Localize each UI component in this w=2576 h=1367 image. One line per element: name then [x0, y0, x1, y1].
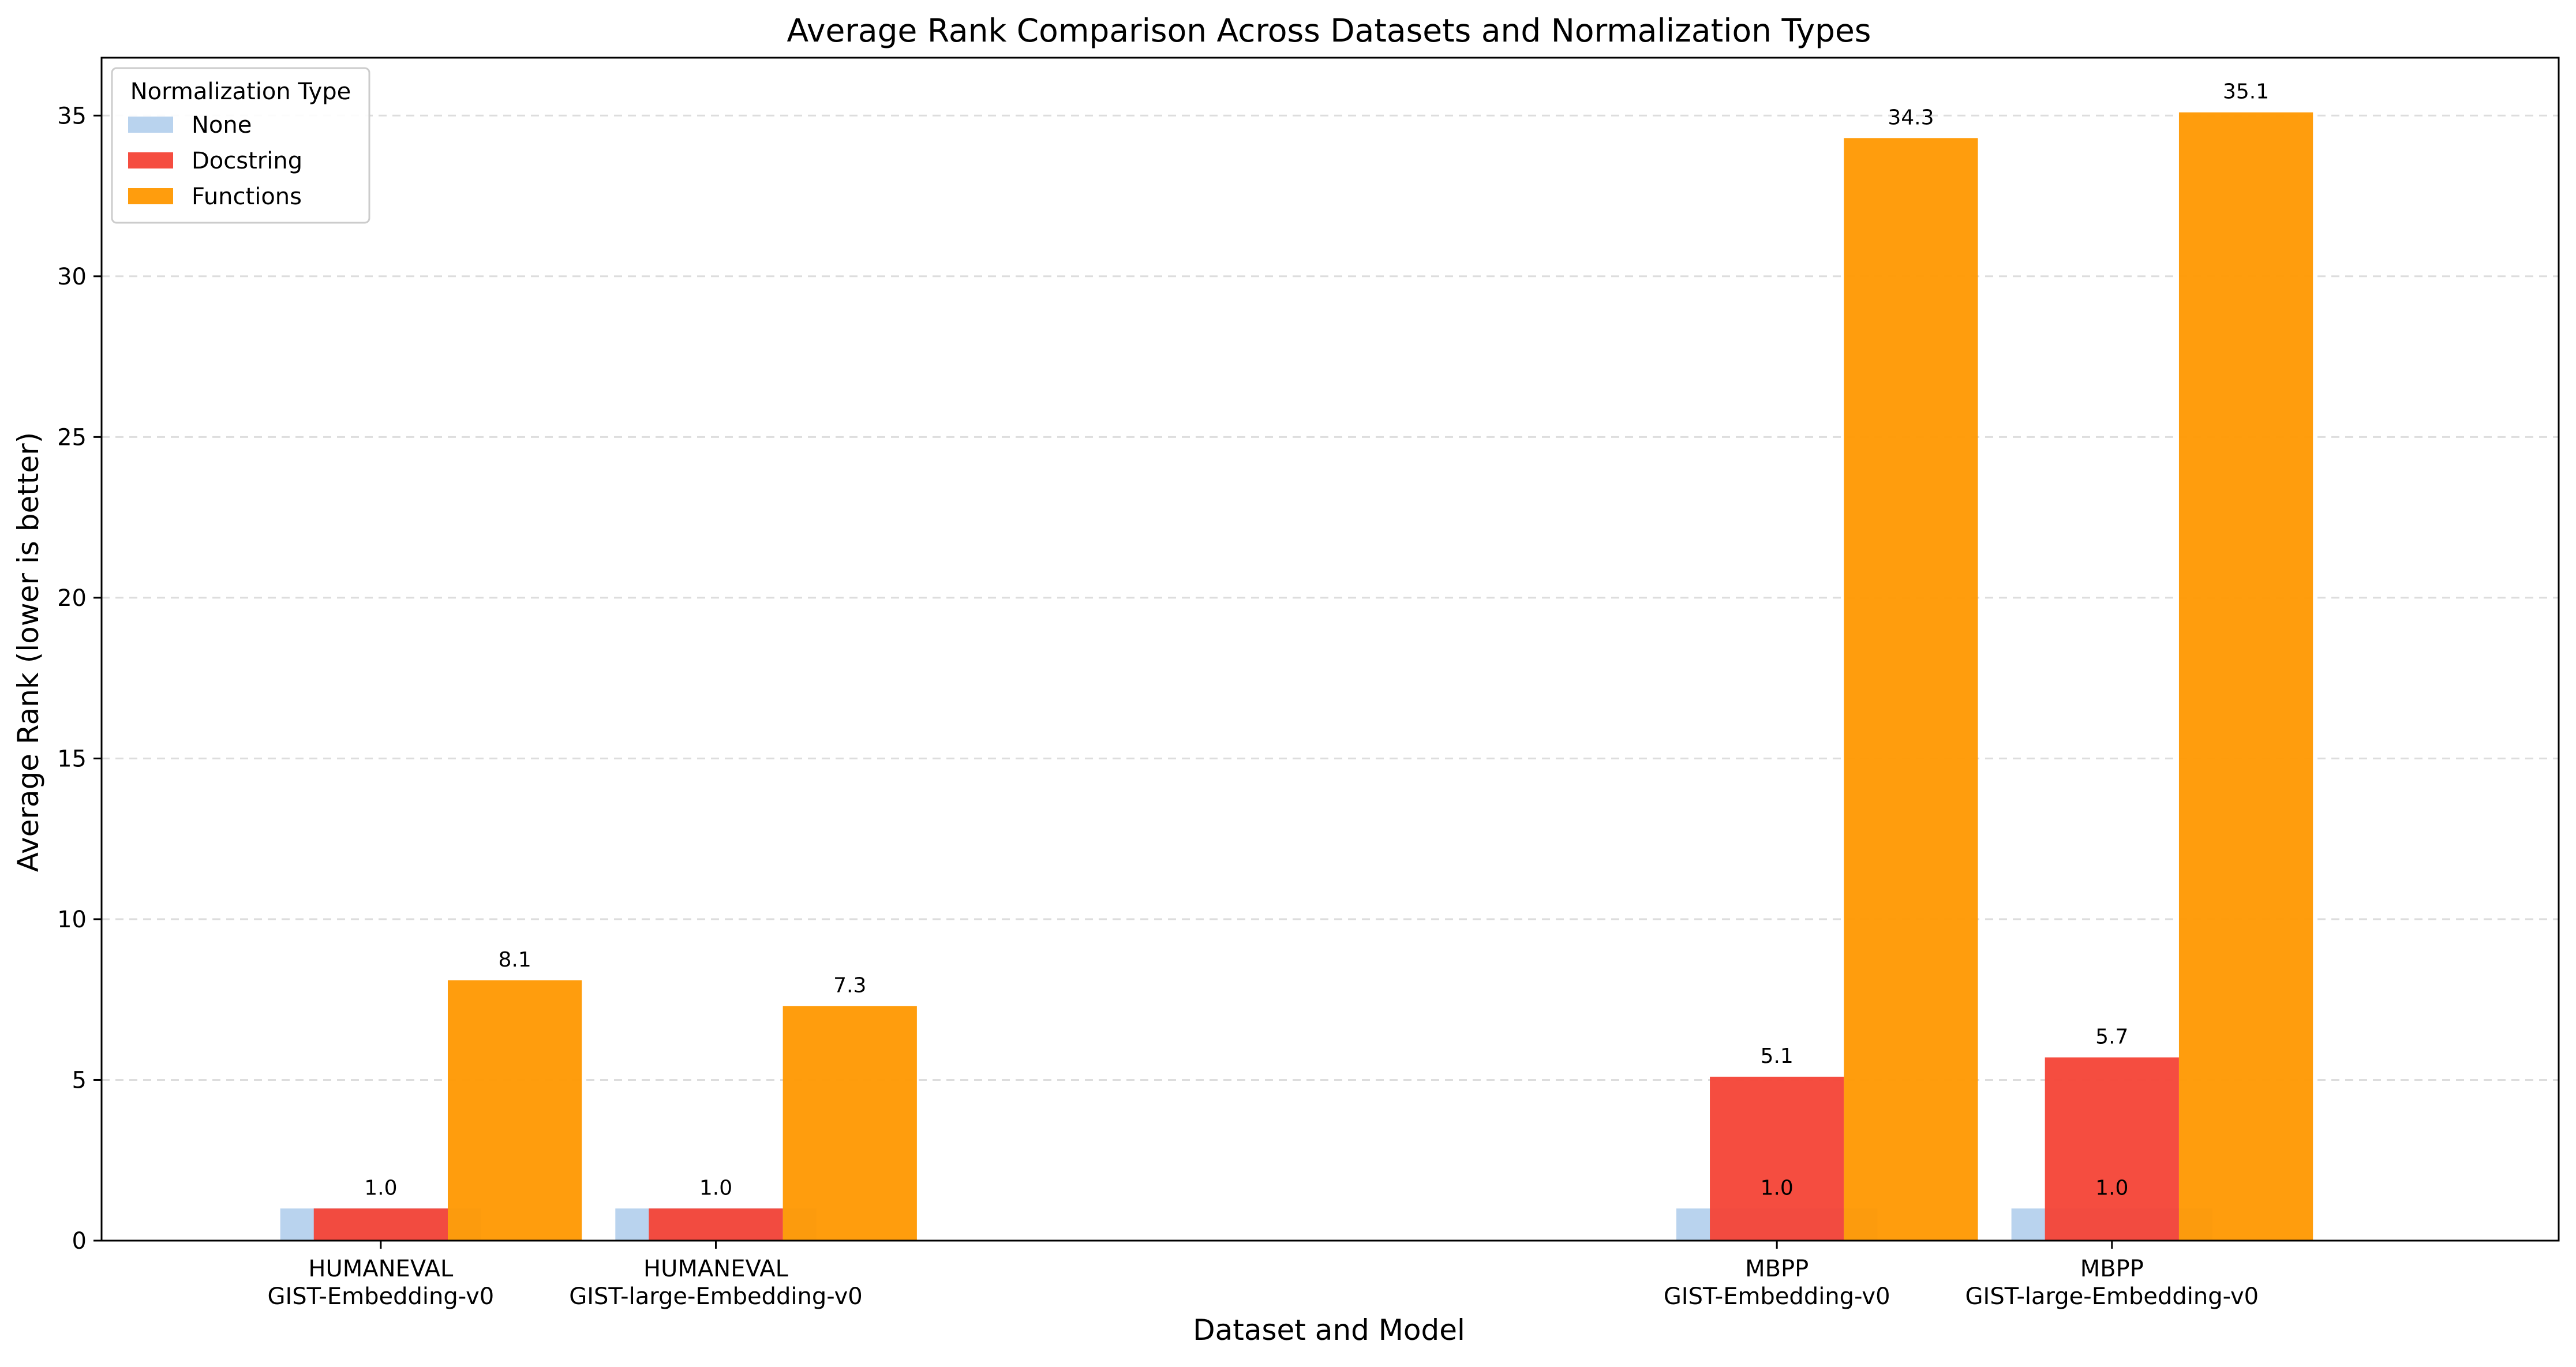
series-docstring — [313, 1057, 2179, 1241]
x-axis-ticks: HUMANEVAL GIST-Embedding-v0 HUMANEVAL GIST-… — [267, 1241, 2259, 1310]
legend-label-functions: Functions — [192, 183, 302, 210]
y-axis-ticks: 0 5 10 15 20 25 30 35 — [57, 103, 102, 1254]
data-label: 1.0 — [1761, 1176, 1794, 1200]
y-tick-label: 15 — [57, 746, 87, 772]
bar-functions — [2178, 112, 2313, 1241]
data-label: 1.0 — [699, 1176, 732, 1200]
series-functions — [447, 112, 2313, 1241]
data-label: 5.7 — [2095, 1025, 2128, 1048]
legend-label-docstring: Docstring — [192, 148, 302, 174]
bar-functions — [782, 1006, 917, 1241]
data-label: 1.0 — [364, 1176, 397, 1200]
legend: Normalization Type None Docstring Functions — [111, 67, 370, 224]
data-label: 34.3 — [1888, 106, 1934, 129]
y-axis-label: Average Rank (lower is better) — [12, 432, 45, 872]
legend-box — [111, 67, 370, 224]
data-label: 35.1 — [2223, 80, 2269, 104]
legend-swatch-functions — [128, 188, 173, 204]
bar-docstring — [649, 1208, 783, 1241]
bar-functions — [1844, 138, 1978, 1241]
x-tick-label: HUMANEVAL GIST-large-Embedding-v0 — [569, 1256, 863, 1310]
legend-swatch-none — [128, 117, 173, 133]
y-tick-label: 20 — [57, 585, 87, 612]
data-labels: 1.0 1.0 1.0 1.0 5.1 5.7 8.1 7.3 34.3 35.1 — [364, 80, 2269, 1200]
y-tick-label: 35 — [57, 103, 87, 129]
data-label: 5.1 — [1761, 1044, 1794, 1068]
x-axis-label: Dataset and Model — [1193, 1313, 1465, 1347]
bar-docstring — [313, 1208, 448, 1241]
legend-label-none: None — [192, 112, 252, 138]
chart-title: Average Rank Comparison Across Datasets … — [787, 12, 1871, 49]
bars — [280, 112, 2313, 1241]
x-tick-label: MBPP GIST-Embedding-v0 — [1664, 1256, 1890, 1310]
y-tick-label: 0 — [72, 1228, 87, 1254]
bar-functions — [447, 980, 582, 1241]
legend-title: Normalization Type — [130, 78, 351, 105]
bar-docstring — [2045, 1057, 2179, 1241]
y-tick-label: 5 — [72, 1067, 87, 1093]
x-tick-label: HUMANEVAL GIST-Embedding-v0 — [267, 1256, 494, 1310]
plot-frame — [100, 57, 2560, 1242]
data-label: 8.1 — [498, 948, 531, 972]
data-label: 1.0 — [2095, 1176, 2128, 1200]
y-tick-label: 10 — [57, 907, 87, 933]
y-tick-label: 25 — [57, 424, 87, 451]
bar-docstring — [1710, 1076, 1844, 1241]
y-tick-label: 30 — [57, 264, 87, 290]
legend-swatch-docstring — [128, 152, 173, 168]
data-label: 7.3 — [833, 973, 866, 997]
x-tick-label: MBPP GIST-large-Embedding-v0 — [1965, 1256, 2259, 1310]
